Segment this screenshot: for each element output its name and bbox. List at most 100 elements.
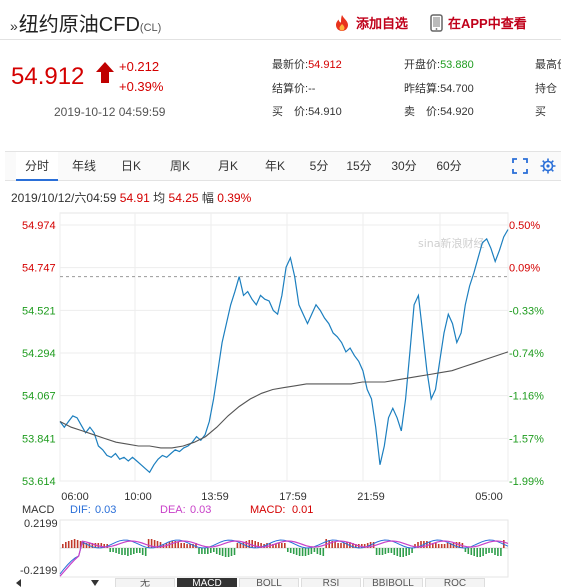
quote-panel: 54.912 +0.212 +0.39% 2019-10-12 04:59:59 bbox=[0, 41, 561, 131]
macd-bar bbox=[304, 548, 307, 556]
macd-bar bbox=[221, 548, 224, 556]
period-tab[interactable]: 周K bbox=[169, 159, 190, 173]
macd-bar bbox=[346, 542, 348, 548]
info-avg: 54.25 bbox=[168, 191, 199, 205]
macd-bar bbox=[340, 543, 342, 548]
period-tab[interactable]: 15分 bbox=[346, 159, 372, 173]
collapse-chevron-icon[interactable]: » bbox=[10, 18, 18, 34]
macd-bar bbox=[355, 544, 357, 548]
x-tick: 10:00 bbox=[124, 491, 152, 503]
macd-ymax: 0.2199 bbox=[24, 518, 58, 530]
indicator-tab[interactable]: BBIBOLL bbox=[363, 578, 423, 587]
y-left-tick: 54.974 bbox=[22, 220, 56, 232]
macd-bar bbox=[449, 543, 452, 548]
macd-bar bbox=[494, 548, 496, 555]
quote-field-label: 结算价: bbox=[272, 83, 309, 95]
macd-bar bbox=[479, 548, 481, 557]
quote-field-label: 开盘价: bbox=[404, 59, 441, 71]
macd-bar bbox=[204, 548, 206, 554]
settings-icon[interactable] bbox=[540, 158, 556, 174]
macd-bar bbox=[236, 543, 239, 548]
macd-bar bbox=[319, 548, 322, 555]
y-left-tick: 54.521 bbox=[22, 305, 56, 317]
macd-bar bbox=[65, 542, 67, 548]
quote-field: 卖 价:54.920 bbox=[404, 103, 474, 119]
period-tab[interactable]: 月K bbox=[217, 159, 238, 173]
period-tab[interactable]: 年线 bbox=[71, 159, 96, 173]
macd-bar bbox=[215, 548, 218, 554]
macd-bar bbox=[201, 548, 203, 554]
quote-field: 最高价 bbox=[535, 56, 561, 72]
indicator-tab[interactable]: BOLL bbox=[239, 578, 299, 587]
indicator-tab[interactable]: MACD bbox=[177, 578, 237, 587]
macd-bar bbox=[213, 548, 215, 552]
quote-field-label: 买 价: bbox=[272, 106, 309, 118]
macd-bar bbox=[257, 542, 259, 548]
y-left-tick: 54.747 bbox=[22, 263, 56, 275]
macd-bar bbox=[328, 540, 330, 548]
macd-bar bbox=[467, 548, 470, 554]
y-right-tick: -0.74% bbox=[509, 348, 544, 360]
macd-bar bbox=[141, 548, 144, 555]
y-right-tick: -0.33% bbox=[509, 305, 544, 317]
macd-bar bbox=[230, 548, 233, 556]
scroll-left-button[interactable] bbox=[10, 578, 28, 587]
macd-bar bbox=[292, 548, 295, 554]
y-right-tick: 0.09% bbox=[509, 263, 540, 275]
quote-field: 持仓 bbox=[535, 80, 557, 96]
indicator-tab[interactable]: 无 bbox=[115, 578, 175, 587]
macd-bar bbox=[476, 548, 478, 557]
period-tab[interactable]: 日K bbox=[120, 159, 141, 173]
quote-field-label: 买 bbox=[535, 106, 546, 118]
macd-bar bbox=[76, 540, 79, 548]
macd-bar bbox=[109, 548, 111, 552]
quote-timestamp: 2019-10-12 04:59:59 bbox=[54, 105, 166, 119]
add-favorite-button[interactable]: 添加自选 bbox=[333, 13, 408, 32]
macd-bar bbox=[307, 548, 310, 555]
period-tab[interactable]: 60分 bbox=[436, 159, 462, 173]
quote-field-value: -- bbox=[308, 83, 316, 95]
period-tab[interactable]: 年K bbox=[264, 159, 285, 173]
macd-bar bbox=[301, 548, 304, 556]
macd-bar bbox=[497, 548, 499, 556]
macd-bar bbox=[144, 548, 147, 556]
macd-bar bbox=[139, 548, 141, 553]
macd-bar bbox=[186, 544, 188, 548]
macd-bar bbox=[127, 548, 129, 556]
intraday-chart[interactable]: 54.974 0.50% 54.747 0.09% 54.521 -0.33% 54.294… bbox=[0, 205, 561, 580]
macd-bar bbox=[207, 548, 209, 554]
info-amp: 0.39% bbox=[217, 191, 252, 205]
macd-bar bbox=[482, 548, 484, 556]
macd-bar bbox=[100, 543, 103, 548]
quote-field-label: 最高价 bbox=[535, 59, 561, 71]
macd-bar bbox=[156, 541, 159, 548]
macd-bar bbox=[343, 543, 345, 548]
fullscreen-icon[interactable] bbox=[512, 158, 528, 174]
macd-bar bbox=[455, 542, 458, 548]
up-arrow-icon bbox=[96, 62, 114, 83]
macd-bar bbox=[260, 543, 262, 548]
macd-bar bbox=[387, 548, 390, 553]
period-tab[interactable]: 5分 bbox=[309, 159, 329, 173]
macd-bar bbox=[150, 539, 153, 548]
macd-bar bbox=[473, 548, 475, 556]
macd-bar bbox=[224, 548, 227, 557]
x-tick: 06:00 bbox=[61, 491, 89, 503]
scroll-down-button[interactable] bbox=[87, 578, 103, 587]
macd-bar bbox=[325, 539, 327, 548]
macd-bar bbox=[284, 543, 286, 548]
macd-bar bbox=[112, 548, 114, 552]
period-tab[interactable]: 分时 bbox=[16, 152, 58, 181]
period-tab[interactable]: 30分 bbox=[391, 159, 417, 173]
macd-bar bbox=[322, 548, 325, 556]
open-in-app-button[interactable]: 在APP中查看 bbox=[430, 13, 527, 32]
macd-bar bbox=[183, 543, 185, 548]
macd-bar bbox=[372, 542, 375, 548]
quote-field-label: 卖 价: bbox=[404, 106, 441, 118]
macd-bar bbox=[233, 548, 236, 555]
indicator-tab[interactable]: ROC bbox=[425, 578, 485, 587]
macd-bar bbox=[159, 542, 162, 548]
indicator-tab[interactable]: RSI bbox=[301, 578, 361, 587]
macd-bar bbox=[366, 543, 369, 548]
macd-bar bbox=[337, 543, 339, 548]
